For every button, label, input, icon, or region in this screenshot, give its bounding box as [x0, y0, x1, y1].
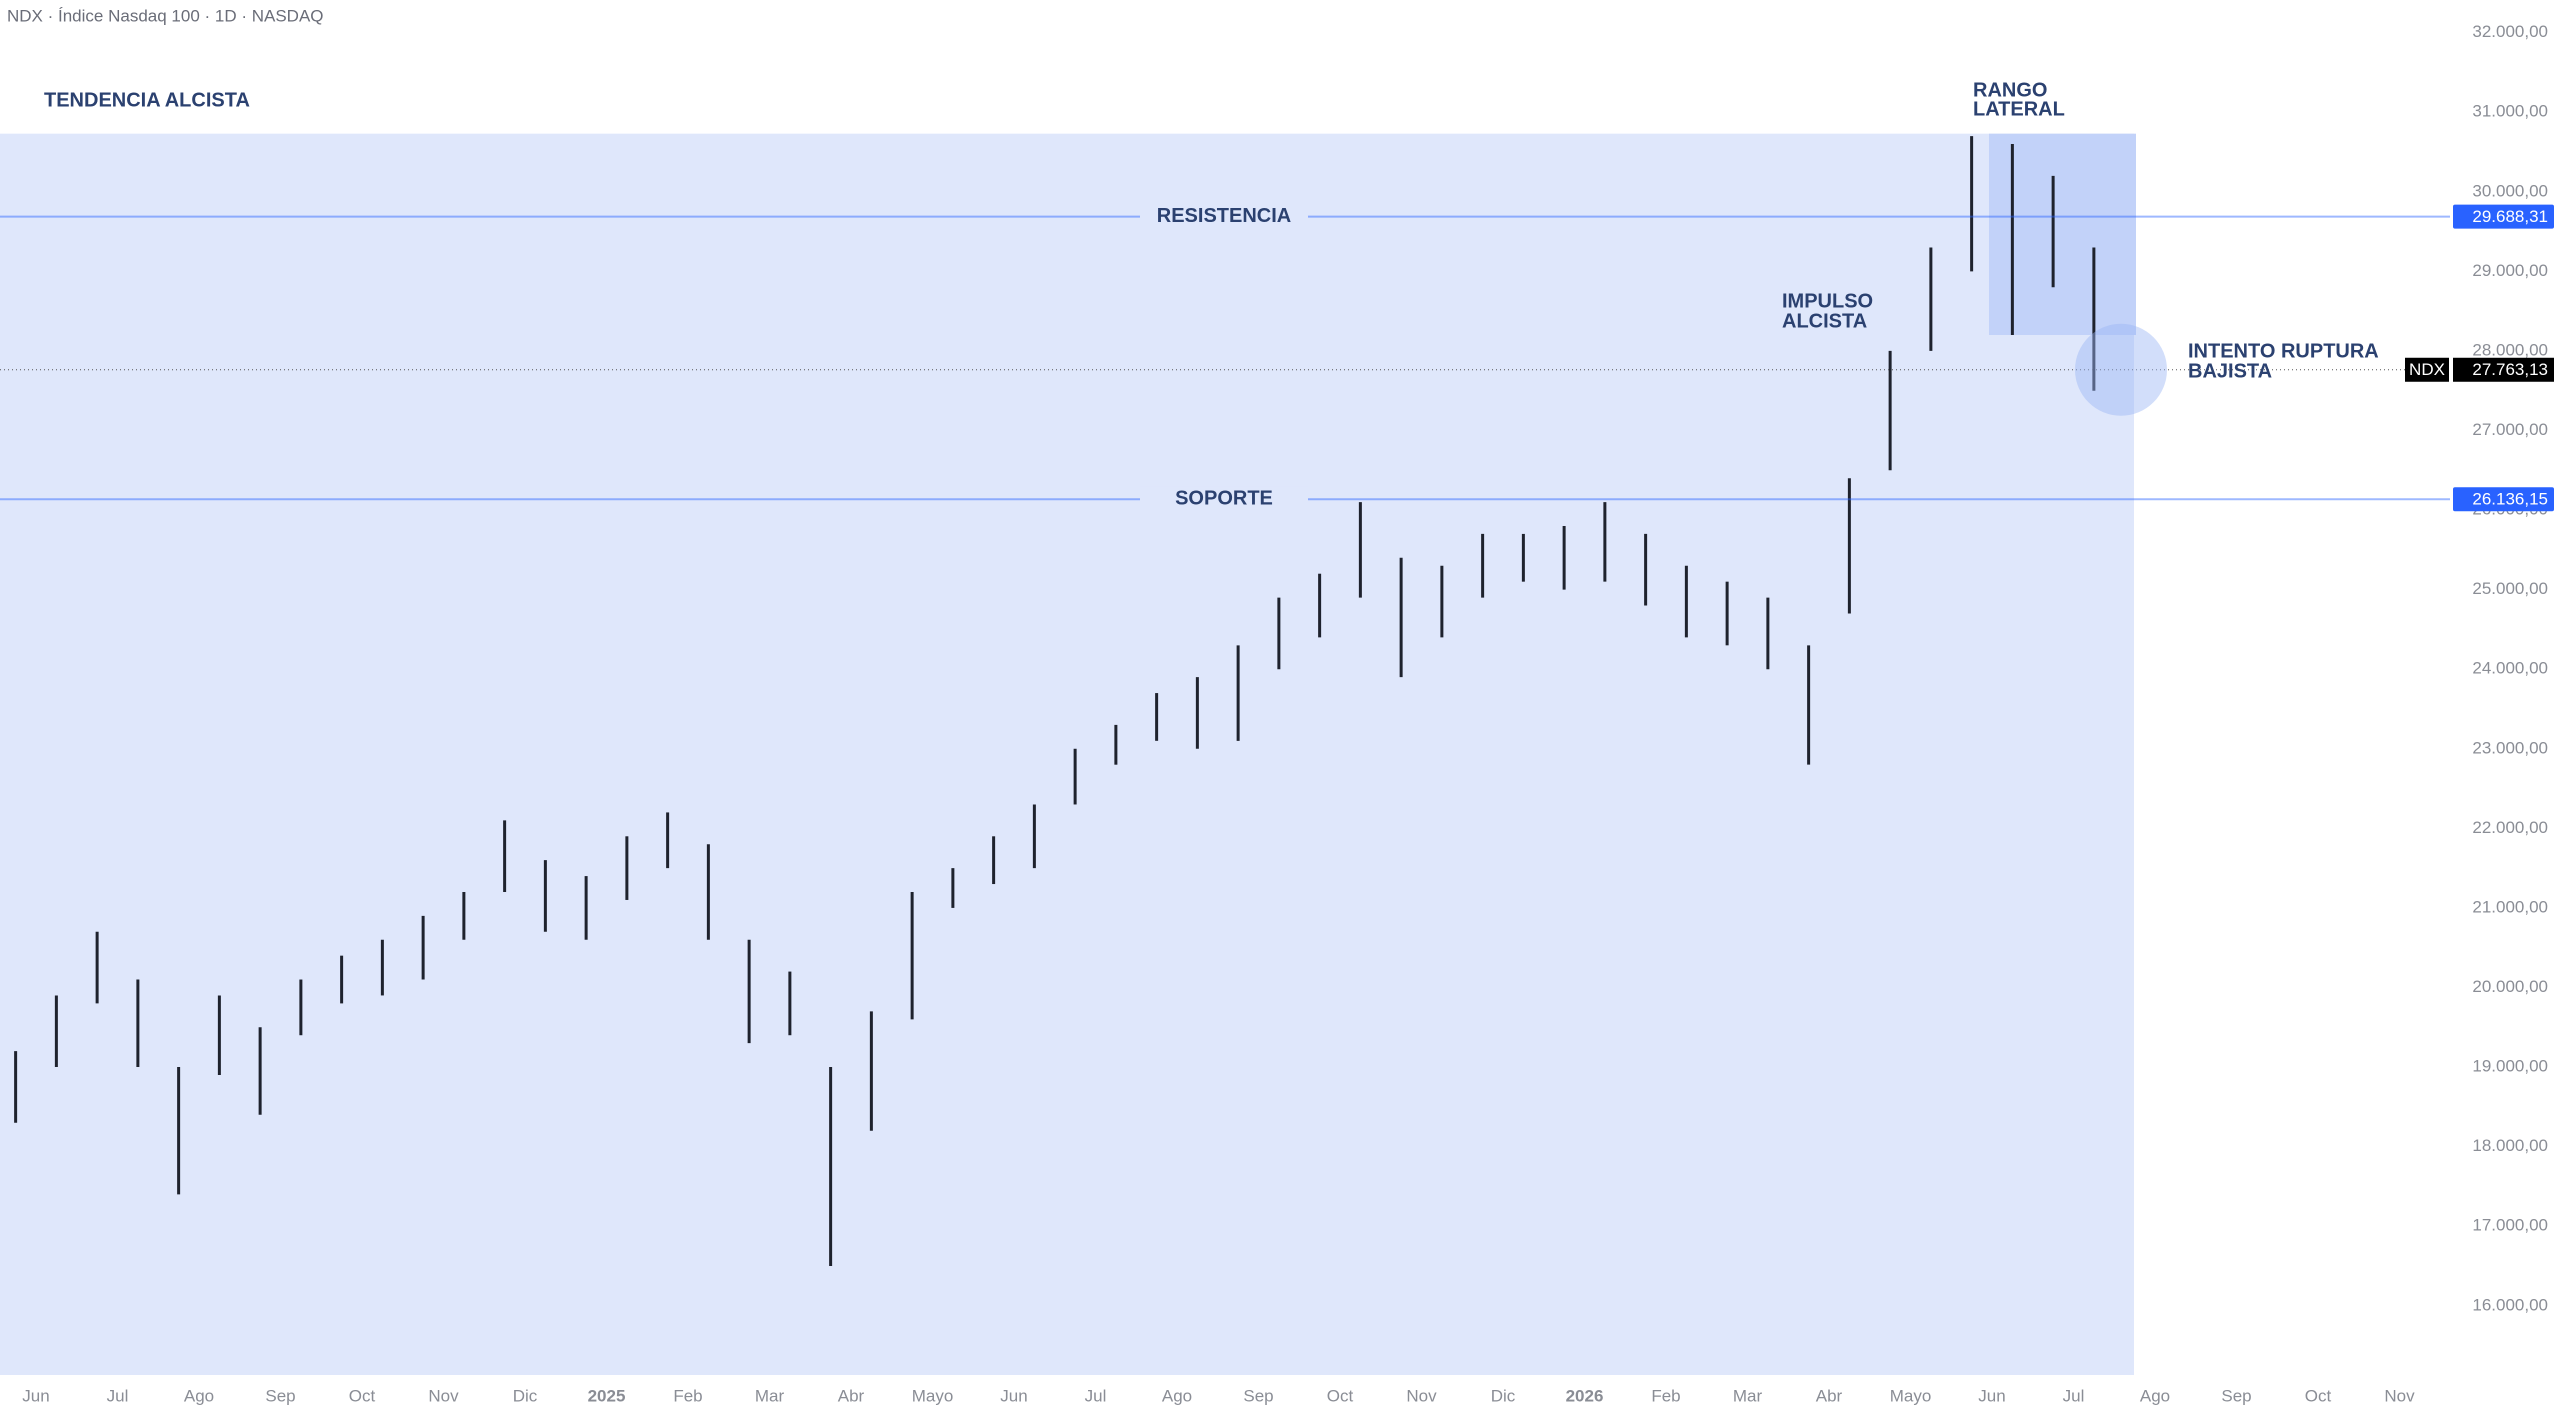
price-tag	[2453, 204, 2554, 229]
x-tick-label: Mayo	[1890, 1386, 1932, 1405]
x-tick-label: Sep	[2221, 1386, 2251, 1405]
y-tick-label: 19.000,00	[2472, 1057, 2548, 1076]
y-tick-label: 21.000,00	[2472, 897, 2548, 916]
x-tick-label: Ago	[184, 1386, 214, 1405]
x-tick-label: Nov	[2384, 1386, 2415, 1405]
symbol-tag-text: NDX	[2409, 360, 2445, 379]
y-tick-label: 20.000,00	[2472, 977, 2548, 996]
annotation: IMPULSO	[1782, 290, 1873, 312]
annotation: LATERAL	[1973, 98, 2065, 120]
y-tick-label: 27.000,00	[2472, 420, 2548, 439]
y-tick-label: 25.000,00	[2472, 579, 2548, 598]
x-tick-label: Sep	[265, 1386, 295, 1405]
x-tick-label: Ago	[1162, 1386, 1192, 1405]
x-tick-label: Nov	[428, 1386, 459, 1405]
price-tag-text: 26.136,15	[2472, 490, 2548, 509]
x-tick-label: Mar	[755, 1386, 785, 1405]
x-tick-label: Oct	[1327, 1386, 1354, 1405]
annotation: BAJISTA	[2188, 360, 2272, 382]
annotation: TENDENCIA ALCISTA	[44, 89, 250, 111]
y-tick-label: 18.000,00	[2472, 1136, 2548, 1155]
x-tick-label: Mayo	[912, 1386, 954, 1405]
y-tick-label: 16.000,00	[2472, 1295, 2548, 1314]
x-tick-label: Dic	[1491, 1386, 1516, 1405]
price-tag-text: 27.763,13	[2472, 360, 2548, 379]
x-tick-label: Mar	[1733, 1386, 1763, 1405]
x-tick-label: Oct	[349, 1386, 376, 1405]
y-tick-label: 29.000,00	[2472, 261, 2548, 280]
x-tick-label: 2025	[588, 1386, 626, 1405]
annotation: ALCISTA	[1782, 310, 1867, 332]
y-tick-label: 30.000,00	[2472, 181, 2548, 200]
x-tick-label: Nov	[1406, 1386, 1437, 1405]
x-tick-label: Sep	[1243, 1386, 1273, 1405]
x-tick-label: Oct	[2305, 1386, 2332, 1405]
price-tag-text: 29.688,31	[2472, 207, 2548, 226]
x-tick-label: Feb	[1651, 1386, 1680, 1405]
annotation: RANGO	[1973, 79, 2047, 101]
y-tick-label: 31.000,00	[2472, 102, 2548, 121]
x-tick-label: Abr	[838, 1386, 865, 1405]
trend-zone	[0, 133, 2134, 1376]
price-tag	[2453, 357, 2554, 382]
x-tick-label: Jun	[22, 1386, 49, 1405]
x-tick-label: Jun	[1000, 1386, 1027, 1405]
annotation: INTENTO RUPTURA	[2188, 340, 2379, 362]
x-tick-label: Jun	[1978, 1386, 2005, 1405]
chart-title: NDX · Índice Nasdaq 100 · 1D · NASDAQ	[7, 6, 324, 25]
x-tick-label: Jul	[1085, 1386, 1107, 1405]
y-tick-label: 22.000,00	[2472, 818, 2548, 837]
x-tick-label: Feb	[673, 1386, 702, 1405]
y-tick-label: 23.000,00	[2472, 738, 2548, 757]
x-tick-label: Dic	[513, 1386, 538, 1405]
x-tick-label: Ago	[2140, 1386, 2170, 1405]
y-tick-label: 17.000,00	[2472, 1216, 2548, 1235]
break-circle	[2075, 323, 2167, 416]
price-tag	[2453, 487, 2554, 512]
x-tick-label: Jul	[107, 1386, 129, 1405]
x-tick-label: Abr	[1816, 1386, 1843, 1405]
level-label-bg	[1140, 486, 1308, 513]
y-tick-label: 28.000,00	[2472, 340, 2548, 359]
level-label: SOPORTE	[1175, 488, 1273, 510]
level-label: RESISTENCIA	[1157, 205, 1291, 227]
x-tick-label: Jul	[2063, 1386, 2085, 1405]
level-label-bg	[1140, 203, 1308, 230]
y-tick-label: 24.000,00	[2472, 659, 2548, 678]
x-tick-label: 2026	[1566, 1386, 1604, 1405]
y-tick-label: 32.000,00	[2472, 22, 2548, 41]
symbol-tag	[2405, 357, 2449, 382]
